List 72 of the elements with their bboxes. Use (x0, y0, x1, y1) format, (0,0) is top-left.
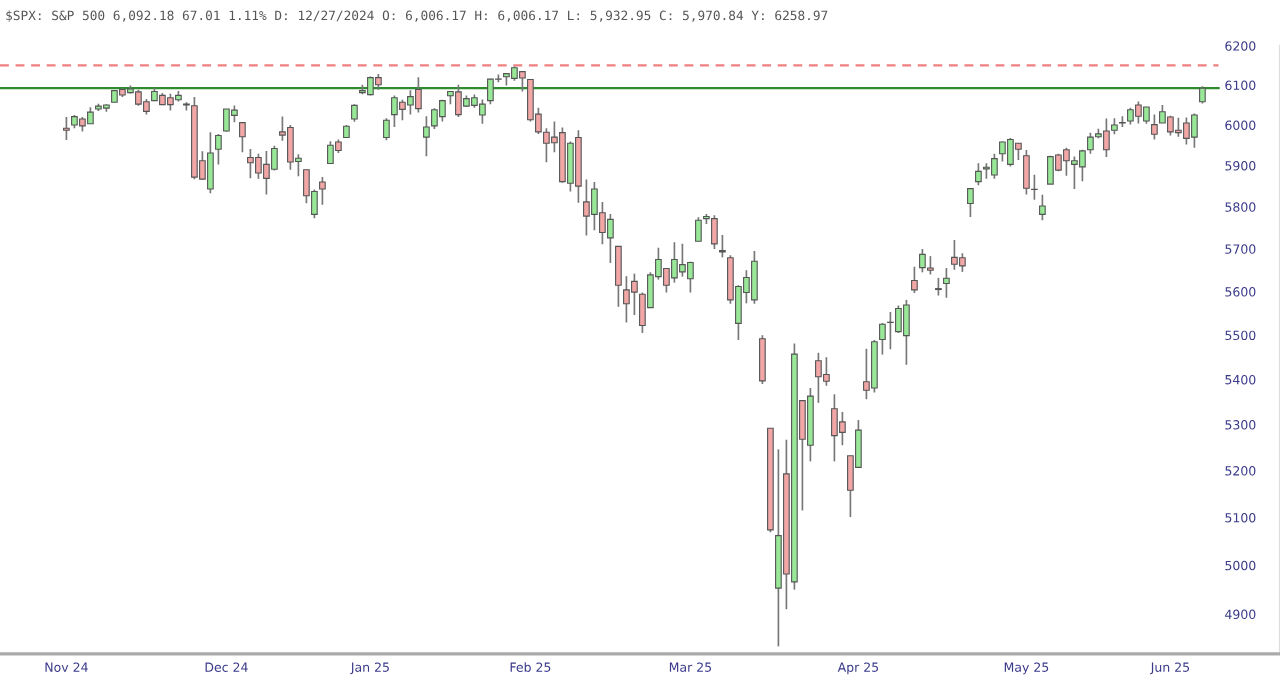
candlestick (959, 252, 966, 273)
candlestick (1103, 117, 1110, 158)
candlestick (1071, 155, 1078, 190)
candlestick (487, 77, 494, 106)
candlestick (927, 255, 934, 276)
candlestick (423, 115, 430, 158)
candlestick (903, 299, 910, 366)
candlestick (383, 117, 390, 142)
candlestick (263, 150, 270, 196)
candlestick (1063, 146, 1070, 177)
candlestick (751, 250, 758, 305)
candlestick (967, 187, 974, 218)
candlestick (591, 181, 598, 232)
candlestick (431, 107, 438, 130)
candlestick (255, 152, 262, 180)
candlestick (223, 108, 230, 133)
candlestick (839, 411, 846, 447)
candlestick (919, 248, 926, 274)
candlestick (623, 275, 630, 324)
candlestick (1039, 194, 1046, 222)
candlestick (1175, 116, 1182, 138)
candlestick (1183, 116, 1190, 146)
candlestick (871, 339, 878, 394)
candlestick (519, 70, 526, 93)
candlestick (719, 234, 726, 259)
candlestick (1047, 154, 1054, 185)
candlestick (567, 140, 574, 193)
candlestick (1135, 100, 1142, 125)
candlestick (399, 98, 406, 122)
candlestick (823, 356, 830, 387)
candlestick (687, 260, 694, 294)
candlestick (239, 121, 246, 153)
candlestick (247, 148, 254, 180)
candlestick (679, 242, 686, 278)
candlestick (1191, 112, 1198, 149)
candlestick (879, 322, 886, 356)
candlestick (911, 265, 918, 294)
candlestick (663, 267, 670, 294)
candlestick (607, 213, 614, 264)
candlestick (455, 83, 462, 118)
candlestick (615, 245, 622, 308)
candlestick (415, 76, 422, 114)
candlestick (631, 272, 638, 316)
candlestick (583, 178, 590, 237)
candlestick (327, 140, 334, 165)
candlestick (319, 176, 326, 206)
candlestick (1023, 149, 1030, 196)
candlestick (1079, 148, 1086, 183)
candlestick (951, 239, 958, 271)
candlestick (895, 304, 902, 334)
candlestick (287, 124, 294, 171)
candlestick (711, 214, 718, 250)
candlestick (407, 89, 414, 116)
candlestick (671, 241, 678, 284)
candlestick (975, 162, 982, 187)
candlestick (1007, 137, 1014, 168)
candlestick (999, 140, 1006, 163)
candlestick (63, 116, 70, 141)
candlestick (991, 152, 998, 180)
candlestick (815, 351, 822, 404)
candlestick (695, 216, 702, 243)
candlestick (215, 133, 222, 166)
candlestick (271, 144, 278, 172)
candlestick (391, 94, 398, 128)
candlestick (479, 98, 486, 125)
candlestick (759, 334, 766, 385)
candlestick (831, 393, 838, 463)
candlestick (863, 347, 870, 401)
candlestick (207, 131, 214, 195)
candlestick (1151, 113, 1158, 141)
candlestick (1087, 131, 1094, 155)
candlestick (943, 267, 950, 299)
